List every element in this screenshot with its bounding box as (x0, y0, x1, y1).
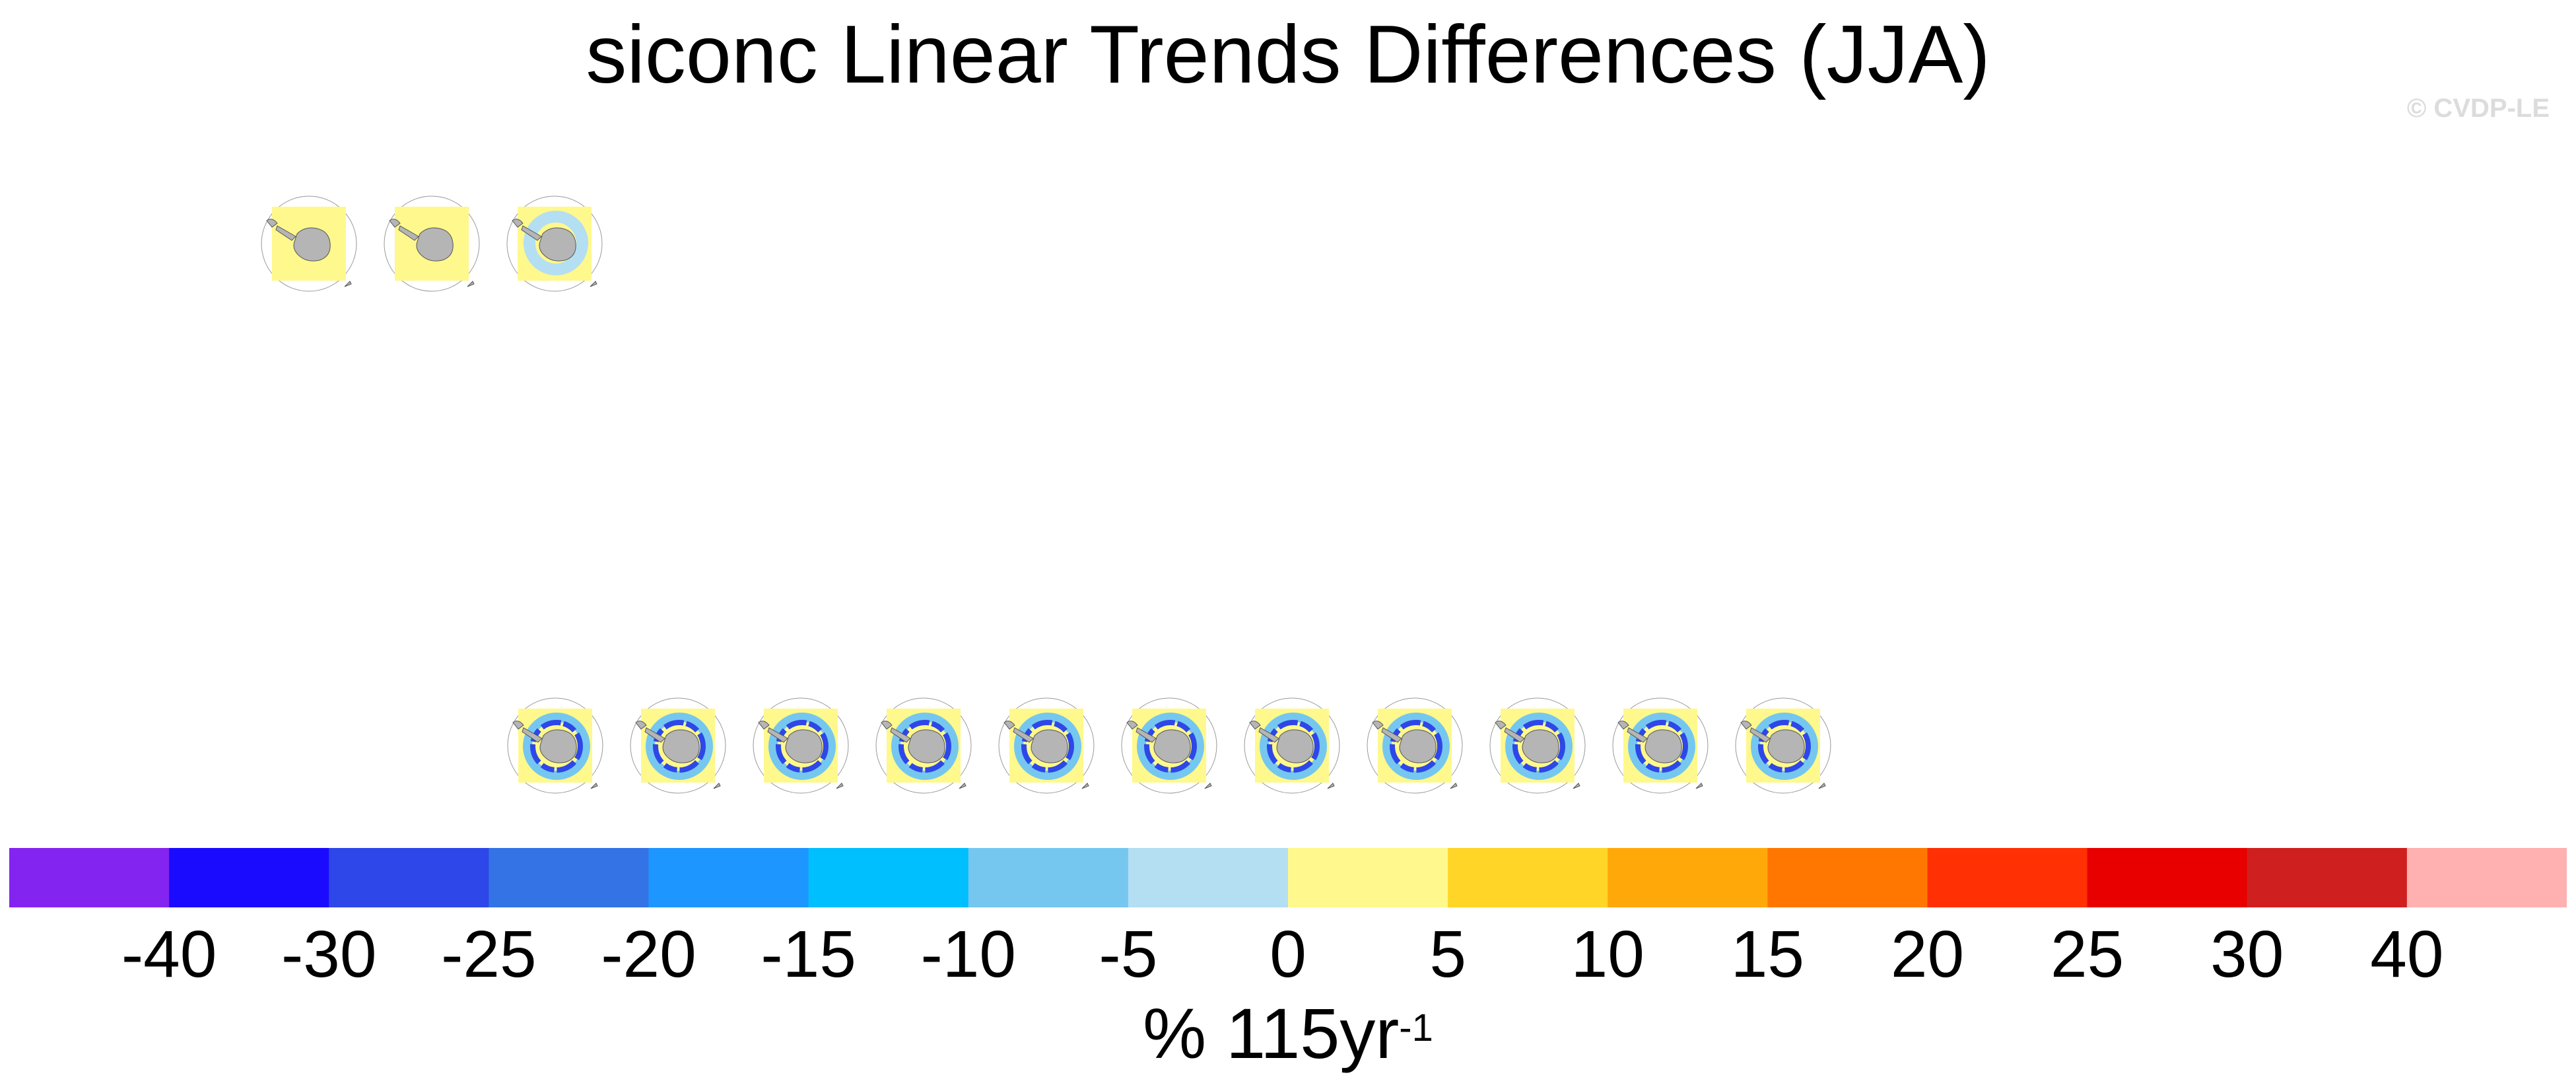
map-panel (503, 180, 606, 309)
colorbar-segment (968, 848, 1129, 907)
colorbar-segment (489, 848, 649, 907)
chart-title: siconc Linear Trends Differences (JJA) (586, 9, 1990, 100)
map-panel (1732, 682, 1835, 811)
units-exponent: -1 (1399, 1006, 1433, 1049)
map-panel (1609, 682, 1712, 811)
map-panel (995, 682, 1098, 811)
colorbar-tick-label: -15 (761, 917, 856, 991)
map-panel (872, 682, 975, 811)
map-panel (1118, 682, 1221, 811)
watermark: © CVDP-LE (2406, 94, 2550, 123)
colorbar-segment (1448, 848, 1608, 907)
colorbar-tick-label: -30 (281, 917, 377, 991)
colorbar-tick-label: -40 (121, 917, 217, 991)
map-panel (1240, 682, 1343, 811)
colorbar-tick-label: 0 (1270, 917, 1306, 991)
colorbar-tick-label: 10 (1571, 917, 1644, 991)
map-panel (1363, 682, 1466, 811)
colorbar-segment (1767, 848, 1928, 907)
colorbar-segment (2247, 848, 2408, 907)
colorbar-segment (808, 848, 969, 907)
colorbar-segment (2406, 848, 2567, 907)
map-panel (504, 682, 607, 811)
colorbar-tick-label: -10 (920, 917, 1017, 991)
map-panel (380, 180, 483, 309)
map-panel (1486, 682, 1589, 811)
colorbar (9, 848, 2567, 907)
colorbar-tick-label: -5 (1099, 917, 1158, 991)
colorbar-segment (1608, 848, 1768, 907)
colorbar-tick-label: 30 (2210, 917, 2284, 991)
colorbar-tick-label: 5 (1429, 917, 1466, 991)
colorbar-segment (169, 848, 329, 907)
map-panel (749, 682, 852, 811)
colorbar-tick-label: -20 (601, 917, 696, 991)
colorbar-segment (9, 848, 170, 907)
colorbar-tick-label: 20 (1890, 917, 1965, 991)
colorbar-tick-label: 15 (1730, 917, 1804, 991)
map-panel (257, 180, 360, 309)
map-panel (627, 682, 729, 811)
colorbar-tick-label: -25 (441, 917, 537, 991)
colorbar-tick-label: 40 (2370, 917, 2444, 991)
colorbar-tick-label: 25 (2051, 917, 2124, 991)
colorbar-segment (1288, 848, 1448, 907)
units-label: % 115yr (1143, 993, 1400, 1073)
colorbar-segment (1128, 848, 1289, 907)
colorbar-segment (2087, 848, 2248, 907)
colorbar-units: % 115yr-1 (0, 991, 2576, 1076)
colorbar-segment (1927, 848, 2088, 907)
colorbar-segment (329, 848, 489, 907)
colorbar-segment (648, 848, 809, 907)
